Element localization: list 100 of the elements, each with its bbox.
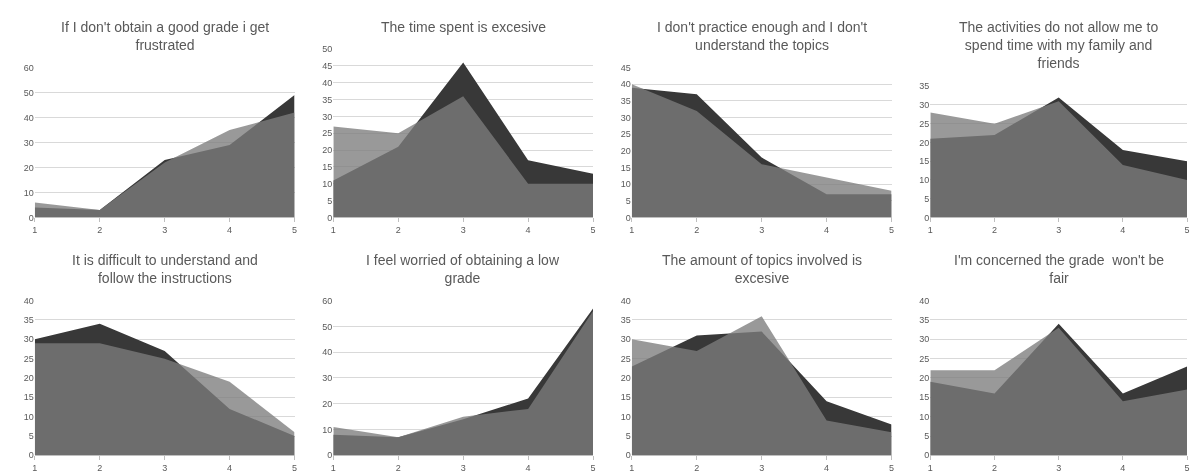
y-tick-label: 15 bbox=[620, 162, 631, 173]
y-tick-label: 30 bbox=[919, 100, 930, 111]
y-tick-label: 40 bbox=[322, 347, 333, 358]
x-tick-label: 5 bbox=[889, 463, 895, 474]
x-tick-label: 4 bbox=[824, 225, 830, 236]
y-tick-label: 50 bbox=[322, 44, 333, 55]
x-tick-label: 4 bbox=[525, 225, 531, 236]
y-tick-label: 20 bbox=[919, 373, 930, 384]
y-tick-label: 35 bbox=[620, 96, 631, 107]
x-tick-label: 1 bbox=[32, 463, 38, 474]
x-tick-label: 3 bbox=[460, 225, 466, 236]
y-tick-label: 30 bbox=[322, 111, 333, 122]
x-tick-label: 5 bbox=[590, 463, 596, 474]
y-tick-label: 0 bbox=[327, 212, 333, 223]
x-tick-label: 2 bbox=[395, 463, 401, 474]
x-tick-label: 1 bbox=[330, 225, 336, 236]
x-tick-label: 5 bbox=[590, 225, 596, 236]
y-tick-label: 35 bbox=[23, 315, 34, 326]
x-tick-label: 4 bbox=[1120, 225, 1126, 236]
y-tick-label: 40 bbox=[620, 79, 631, 90]
chart-title: I feel worried of obtaining a low grade bbox=[366, 252, 560, 287]
y-tick-label: 10 bbox=[322, 424, 333, 435]
y-tick-label: 40 bbox=[23, 112, 34, 123]
y-tick-label: 25 bbox=[322, 128, 333, 139]
x-tick-label: 4 bbox=[1120, 463, 1126, 474]
y-tick-label: 20 bbox=[620, 373, 631, 384]
y-tick-label: 45 bbox=[322, 61, 333, 72]
y-tick-label: 10 bbox=[23, 411, 34, 422]
y-tick-label: 35 bbox=[620, 315, 631, 326]
y-tick-label: 5 bbox=[625, 195, 631, 206]
x-tick-label: 3 bbox=[162, 225, 168, 236]
x-tick-label: 2 bbox=[694, 225, 700, 236]
y-tick-label: 30 bbox=[23, 334, 34, 345]
x-tick-label: 5 bbox=[1184, 463, 1190, 474]
y-tick-label: 15 bbox=[322, 162, 333, 173]
y-tick-label: 25 bbox=[23, 353, 34, 364]
y-tick-label: 35 bbox=[919, 81, 930, 92]
y-tick-label: 30 bbox=[919, 334, 930, 345]
y-tick-label: 30 bbox=[620, 112, 631, 123]
y-tick-label: 30 bbox=[620, 334, 631, 345]
y-tick-label: 0 bbox=[28, 212, 34, 223]
y-tick-label: 5 bbox=[28, 431, 34, 442]
x-tick-label: 1 bbox=[927, 463, 933, 474]
x-tick-label: 5 bbox=[292, 463, 298, 474]
y-tick-label: 35 bbox=[919, 315, 930, 326]
x-tick-label: 1 bbox=[330, 463, 336, 474]
chart-title: The time spent is excesive bbox=[381, 19, 547, 35]
x-tick-label: 4 bbox=[525, 463, 531, 474]
y-tick-label: 60 bbox=[23, 62, 34, 73]
y-tick-label: 10 bbox=[620, 179, 631, 190]
y-tick-label: 0 bbox=[625, 212, 631, 223]
x-tick-label: 2 bbox=[97, 463, 103, 474]
y-tick-label: 5 bbox=[625, 431, 631, 442]
y-tick-label: 20 bbox=[322, 398, 333, 409]
y-tick-label: 10 bbox=[919, 175, 930, 186]
y-tick-label: 5 bbox=[924, 193, 930, 204]
y-tick-label: 20 bbox=[919, 137, 930, 148]
x-tick-label: 1 bbox=[927, 225, 933, 236]
y-tick-label: 0 bbox=[28, 450, 34, 461]
y-tick-label: 45 bbox=[620, 62, 631, 73]
y-tick-label: 40 bbox=[620, 295, 631, 306]
y-tick-label: 15 bbox=[919, 392, 930, 403]
y-tick-label: 15 bbox=[23, 392, 34, 403]
y-tick-label: 0 bbox=[924, 212, 930, 223]
y-tick-label: 25 bbox=[919, 353, 930, 364]
y-tick-label: 10 bbox=[23, 187, 34, 198]
x-tick-label: 4 bbox=[227, 463, 233, 474]
x-tick-label: 3 bbox=[759, 463, 765, 474]
y-tick-label: 25 bbox=[919, 118, 930, 129]
x-tick-label: 3 bbox=[460, 463, 466, 474]
x-tick-label: 1 bbox=[32, 225, 38, 236]
x-tick-label: 2 bbox=[992, 225, 998, 236]
y-tick-label: 20 bbox=[23, 162, 34, 173]
y-tick-label: 30 bbox=[322, 373, 333, 384]
x-tick-label: 2 bbox=[992, 463, 998, 474]
x-tick-label: 2 bbox=[395, 225, 401, 236]
chart-title: The amount of topics involved is excesive bbox=[662, 252, 862, 287]
x-tick-label: 4 bbox=[227, 225, 233, 236]
x-tick-label: 3 bbox=[759, 225, 765, 236]
chart-title: It is difficult to understand and follow the instructions bbox=[72, 252, 258, 287]
chart-title: I'm concerned the grade won't be fair bbox=[954, 252, 1165, 287]
y-tick-label: 50 bbox=[322, 321, 333, 332]
y-tick-label: 30 bbox=[23, 137, 34, 148]
x-tick-label: 3 bbox=[162, 463, 168, 474]
y-tick-label: 10 bbox=[620, 411, 631, 422]
y-tick-label: 20 bbox=[23, 373, 34, 384]
y-tick-label: 40 bbox=[919, 295, 930, 306]
x-tick-label: 1 bbox=[629, 225, 635, 236]
y-tick-label: 0 bbox=[327, 450, 333, 461]
x-tick-label: 4 bbox=[824, 463, 830, 474]
y-tick-label: 0 bbox=[924, 450, 930, 461]
y-tick-label: 60 bbox=[322, 295, 333, 306]
x-tick-label: 3 bbox=[1056, 463, 1062, 474]
y-tick-label: 20 bbox=[322, 145, 333, 156]
chart-title: The activities do not allow me to spend time with my family and friends bbox=[959, 19, 1159, 72]
y-tick-label: 5 bbox=[924, 431, 930, 442]
y-tick-label: 10 bbox=[322, 178, 333, 189]
x-tick-label: 3 bbox=[1056, 225, 1062, 236]
y-tick-label: 40 bbox=[322, 77, 333, 88]
x-tick-label: 2 bbox=[97, 225, 103, 236]
